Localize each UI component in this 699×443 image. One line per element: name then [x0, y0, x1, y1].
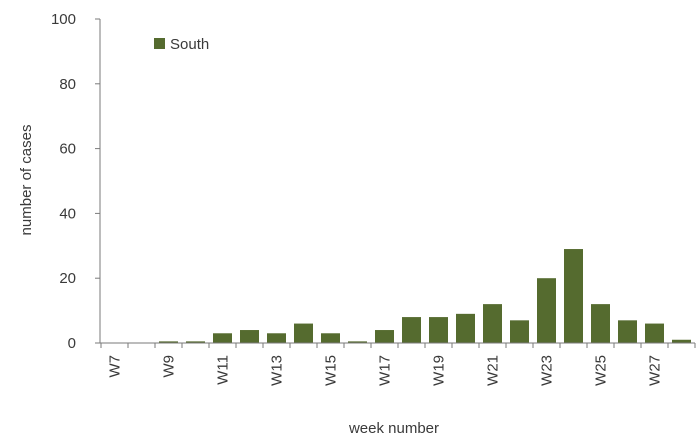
y-tick-label: 80	[59, 76, 76, 93]
y-tick-label: 40	[59, 205, 76, 222]
x-tick-label: W21	[485, 355, 502, 386]
bar-w25	[591, 304, 610, 343]
bar-w16	[348, 341, 367, 343]
bar-w28	[672, 339, 691, 343]
bar-w10	[186, 341, 205, 343]
bar-w17	[375, 330, 394, 343]
bar-w14	[294, 323, 313, 343]
y-axis-title: number of cases	[18, 125, 35, 236]
x-axis: W7 W9 W11 W13 W15 W17 W19 W21 W23 W25 W27	[100, 342, 696, 386]
bar-w20	[456, 313, 475, 343]
bar-w13	[267, 333, 286, 343]
x-tick-label: W13	[269, 355, 286, 386]
x-tick-label: W27	[647, 355, 664, 386]
bar-w9	[159, 341, 178, 343]
bar-w18	[402, 317, 421, 343]
bar-w15	[321, 333, 340, 343]
x-tick-label: W19	[431, 355, 448, 386]
y-axis: 0 20 40 60 80 100	[51, 11, 101, 352]
bar-w23	[537, 278, 556, 343]
legend-swatch	[154, 38, 165, 49]
bar-w12	[240, 330, 259, 343]
x-tick-label: W9	[161, 355, 178, 378]
bar-w27	[645, 323, 664, 343]
y-tick-label: 60	[59, 141, 76, 158]
x-axis-title: week number	[348, 420, 439, 437]
y-tick-label: 0	[68, 335, 76, 352]
y-tick-label: 100	[51, 11, 76, 28]
legend-label-south: South	[170, 36, 209, 53]
bar-w11	[213, 333, 232, 343]
legend: South	[154, 36, 209, 53]
bar-w22	[510, 320, 529, 343]
x-tick-label: W23	[539, 355, 556, 386]
bar-w21	[483, 304, 502, 343]
x-tick-label: W25	[593, 355, 610, 386]
y-tick-label: 20	[59, 270, 76, 287]
bar-w26	[618, 320, 637, 343]
bar-w19	[429, 317, 448, 343]
x-tick-label: W15	[323, 355, 340, 386]
x-tick-label: W17	[377, 355, 394, 386]
bars	[159, 249, 691, 343]
bar-w24	[564, 249, 583, 343]
x-tick-label: W7	[107, 355, 124, 378]
x-tick-label: W11	[215, 355, 232, 385]
